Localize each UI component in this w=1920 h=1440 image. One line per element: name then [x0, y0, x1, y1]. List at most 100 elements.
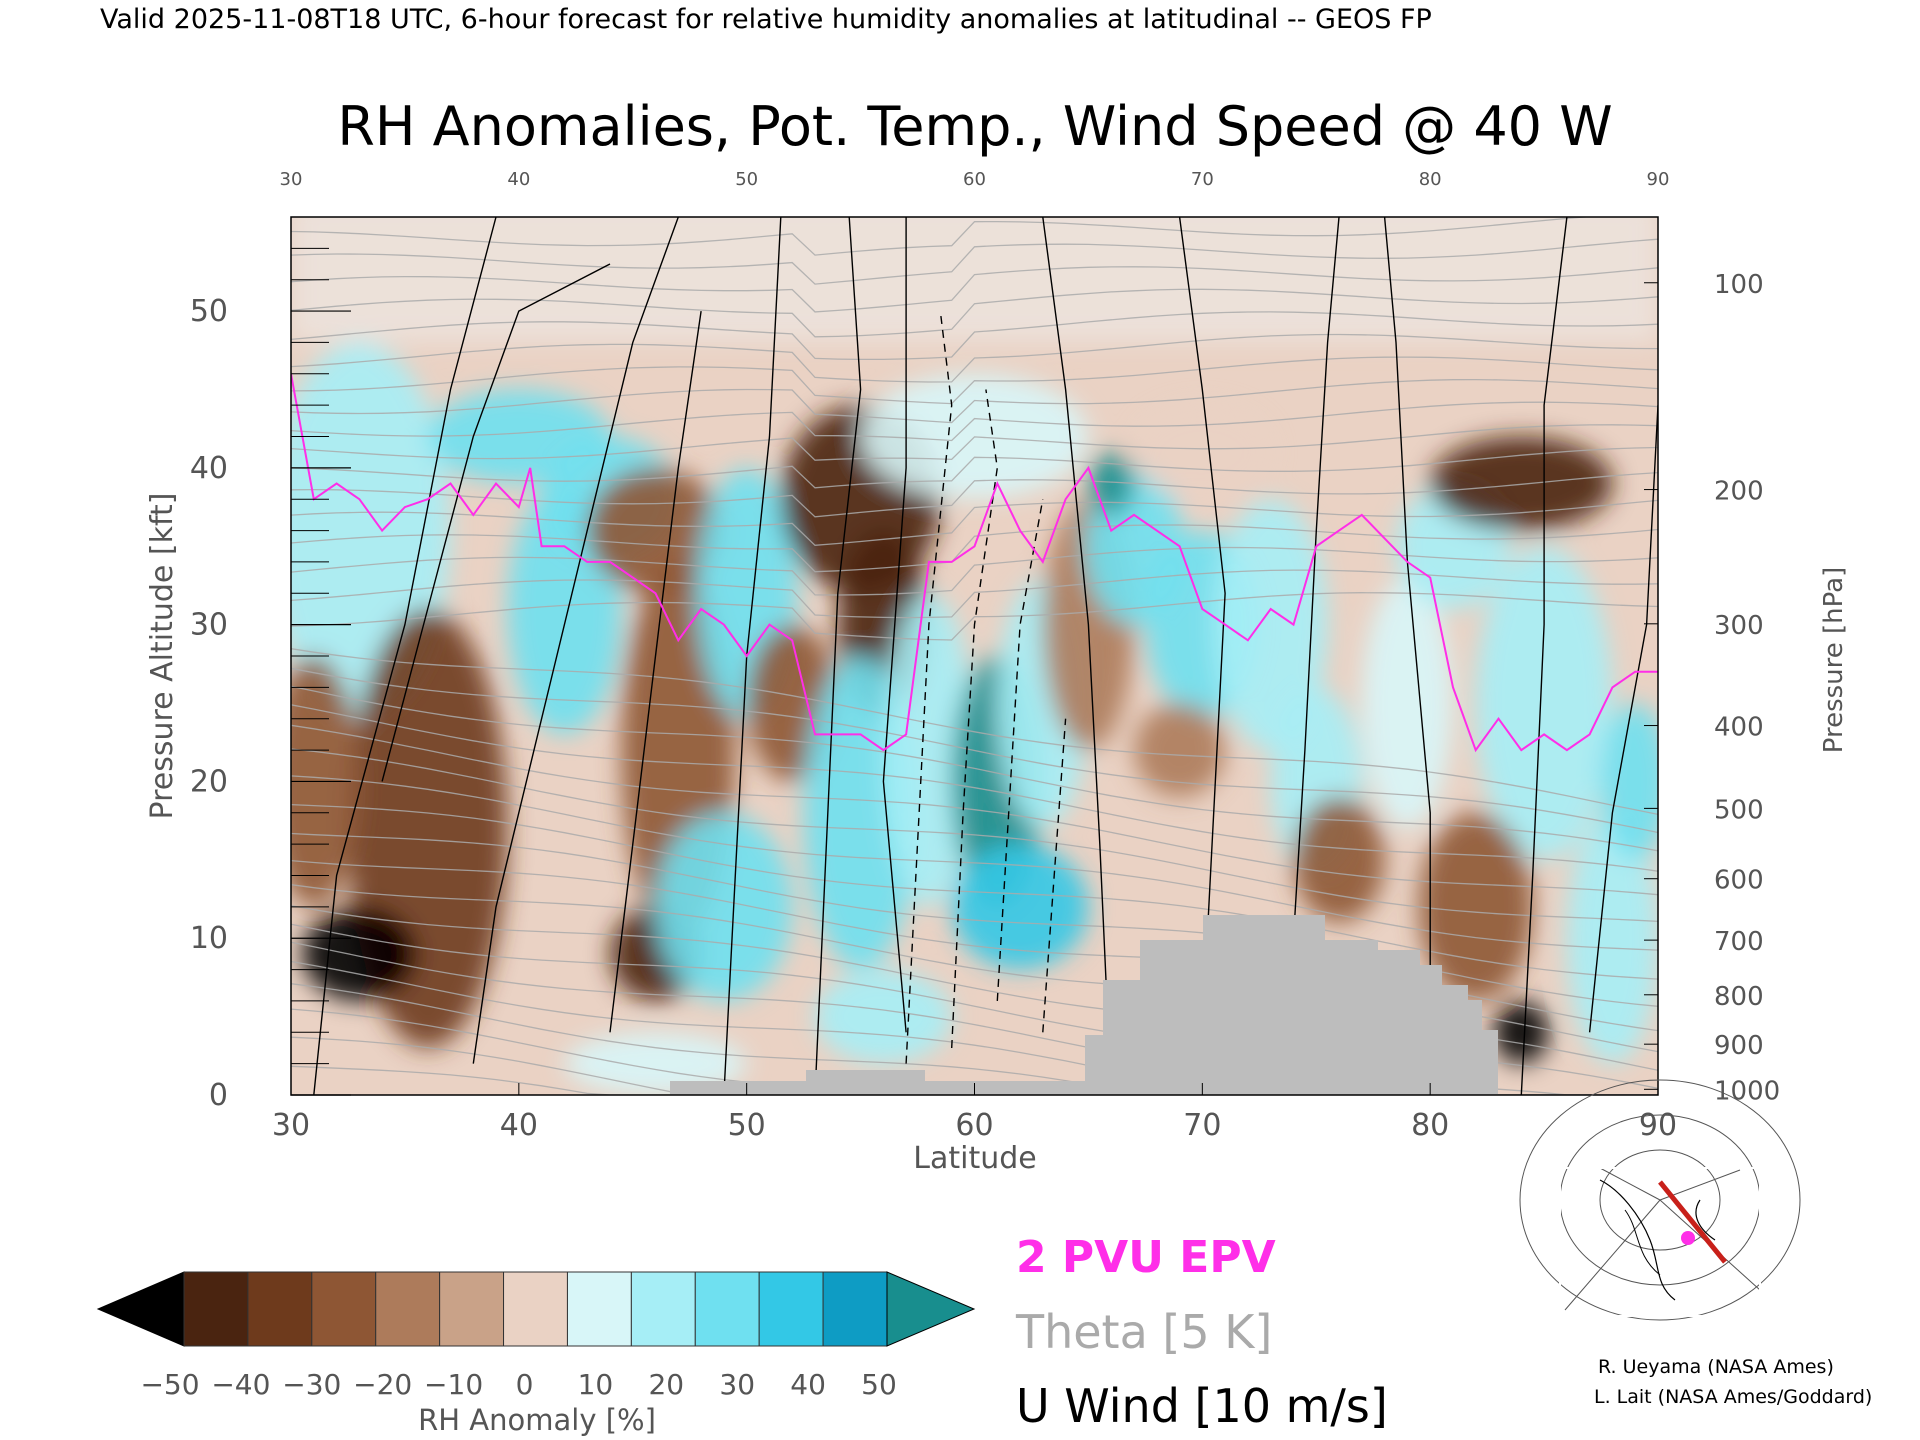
colorbar-tick-label: 50 [861, 1368, 897, 1401]
pressure-tick-label: 800 [1714, 982, 1764, 1012]
rh-anomaly-blob [587, 467, 724, 594]
x-tick-label: 60 [955, 1108, 993, 1143]
theta-contour [291, 983, 1658, 1095]
theta-contour [291, 378, 1658, 424]
x-tick-label-top: 50 [735, 169, 758, 190]
rh-anomaly-blob [1293, 797, 1385, 923]
rh-anomaly-blob [1361, 577, 1453, 829]
y-tick-label: 20 [190, 764, 228, 799]
colorbar-segment [758, 1271, 824, 1347]
u-wind-negative-contour [996, 499, 1044, 1001]
u-wind-contour [1292, 217, 1340, 939]
colorbar-tick-label: 40 [790, 1368, 826, 1401]
plot-area [291, 217, 1658, 1095]
theta-contour [291, 524, 1658, 573]
pressure-tick-label: 1000 [1714, 1076, 1780, 1106]
colorbar [96, 1271, 976, 1347]
u-wind-negative-contour [905, 311, 953, 1064]
u-wind-contour [1588, 405, 1658, 1033]
y-tick-label: 0 [209, 1078, 228, 1113]
credit-line-1: R. Ueyama (NASA Ames) [1598, 1356, 1834, 1378]
pressure-tick-label: 200 [1714, 477, 1764, 507]
colorbar-segment [439, 1271, 505, 1347]
pressure-tick-label: 700 [1714, 927, 1764, 957]
theta-contour [291, 960, 1658, 1095]
theta-contour [291, 424, 1658, 461]
x-tick-label-top: 60 [963, 169, 986, 190]
y-tick-label: 40 [190, 451, 228, 486]
y-axis-left: 0 10 20 30 40 50 [190, 247, 351, 1113]
y-tick-label: 30 [190, 608, 228, 643]
colorbar-segment [822, 1271, 888, 1347]
u-wind-negative-contour [1042, 718, 1067, 1033]
x-tick-label: 50 [728, 1108, 766, 1143]
colorbar-tick-label: −50 [140, 1368, 199, 1401]
x-tick-label: 30 [272, 1108, 310, 1143]
pressure-tick-label: 600 [1714, 866, 1764, 896]
u-wind-contour [381, 263, 611, 782]
rh-anomaly-blob [1475, 546, 1613, 860]
colorbar-tick-label: −20 [353, 1368, 412, 1401]
theta-contour [291, 569, 1658, 619]
colorbar-under-triangle [96, 1271, 185, 1347]
u-wind-contour [1520, 217, 1568, 1095]
colorbar-segment [630, 1271, 696, 1347]
theta-contour [291, 311, 1658, 361]
theta-contour [291, 546, 1658, 596]
colorbar-tick-label: −30 [282, 1368, 341, 1401]
rh-anomaly-blob [1213, 499, 1328, 751]
colorbar-tick-label: 30 [719, 1368, 755, 1401]
rh-anomaly-blob [1133, 405, 1271, 500]
theta-contour [291, 401, 1658, 442]
theta-contour [291, 1036, 1658, 1095]
legend-epv: 2 PVU EPV [1016, 1232, 1276, 1283]
pressure-tick-label: 400 [1714, 713, 1764, 743]
rh-anomaly-blob [815, 969, 952, 1064]
colorbar-tick-labels: −50 −40 −30 −20 −10 0 10 20 30 40 50 [140, 1368, 896, 1401]
u-wind-contours [313, 217, 1658, 1095]
x-tick-label: 70 [1183, 1108, 1221, 1143]
rh-anomaly-blob [1418, 812, 1533, 1001]
terrain-mask [670, 915, 1498, 1095]
colorbar-tick-label: 0 [516, 1368, 534, 1401]
colorbar-tick-label: 10 [578, 1368, 614, 1401]
colorbar-segment [375, 1271, 441, 1347]
u-wind-contour [472, 217, 679, 1064]
x-axis-label: Latitude [913, 1141, 1036, 1176]
x-axis-top: 30 40 50 60 70 80 90 [280, 169, 1670, 190]
map-inset [1519, 1079, 1801, 1321]
credit-line-2: L. Lait (NASA Ames/Goddard) [1594, 1386, 1872, 1408]
x-axis-bottom: 30 40 50 60 70 80 90 [272, 1083, 1677, 1143]
colorbar-over-triangle [886, 1271, 976, 1347]
u-wind-contour [1178, 217, 1226, 1033]
x-tick-label-top: 40 [507, 169, 530, 190]
y-axis-right-label: Pressure [hPa] [1819, 567, 1849, 754]
colorbar-segment [694, 1271, 760, 1347]
colorbar-tick-label: −40 [211, 1368, 270, 1401]
legend-theta: Theta [5 K] [1015, 1305, 1272, 1359]
x-tick-label-top: 80 [1419, 169, 1442, 190]
y-axis-right: 100 200 300 400 500 600 700 800 900 1000 [1644, 270, 1780, 1106]
rh-anomaly-blob [655, 812, 793, 1001]
x-tick-label-top: 70 [1191, 169, 1214, 190]
x-tick-label: 40 [500, 1108, 538, 1143]
pressure-tick-label: 100 [1714, 270, 1764, 300]
colorbar-segment [566, 1271, 632, 1347]
u-wind-contour [814, 217, 862, 1095]
u-wind-contour [313, 217, 497, 1095]
epv-2pvu-line [291, 373, 1658, 753]
chart-title: RH Anomalies, Pot. Temp., Wind Speed @ 4… [337, 95, 1612, 158]
theta-contour [291, 288, 1658, 338]
theta-contour [291, 356, 1658, 405]
x-tick-label-top: 90 [1647, 169, 1670, 190]
u-wind-contour [1042, 217, 1112, 1095]
legend-u-wind: U Wind [10 m/s] [1016, 1379, 1388, 1433]
y-axis-left-label: Pressure Altitude [kft] [145, 493, 180, 820]
pressure-tick-label: 500 [1714, 795, 1764, 825]
theta-contour [291, 592, 1658, 641]
colorbar-segment [183, 1271, 249, 1347]
theta-contour [291, 667, 1658, 834]
x-tick-label-top: 30 [280, 169, 303, 190]
theta-contour [291, 471, 1658, 518]
